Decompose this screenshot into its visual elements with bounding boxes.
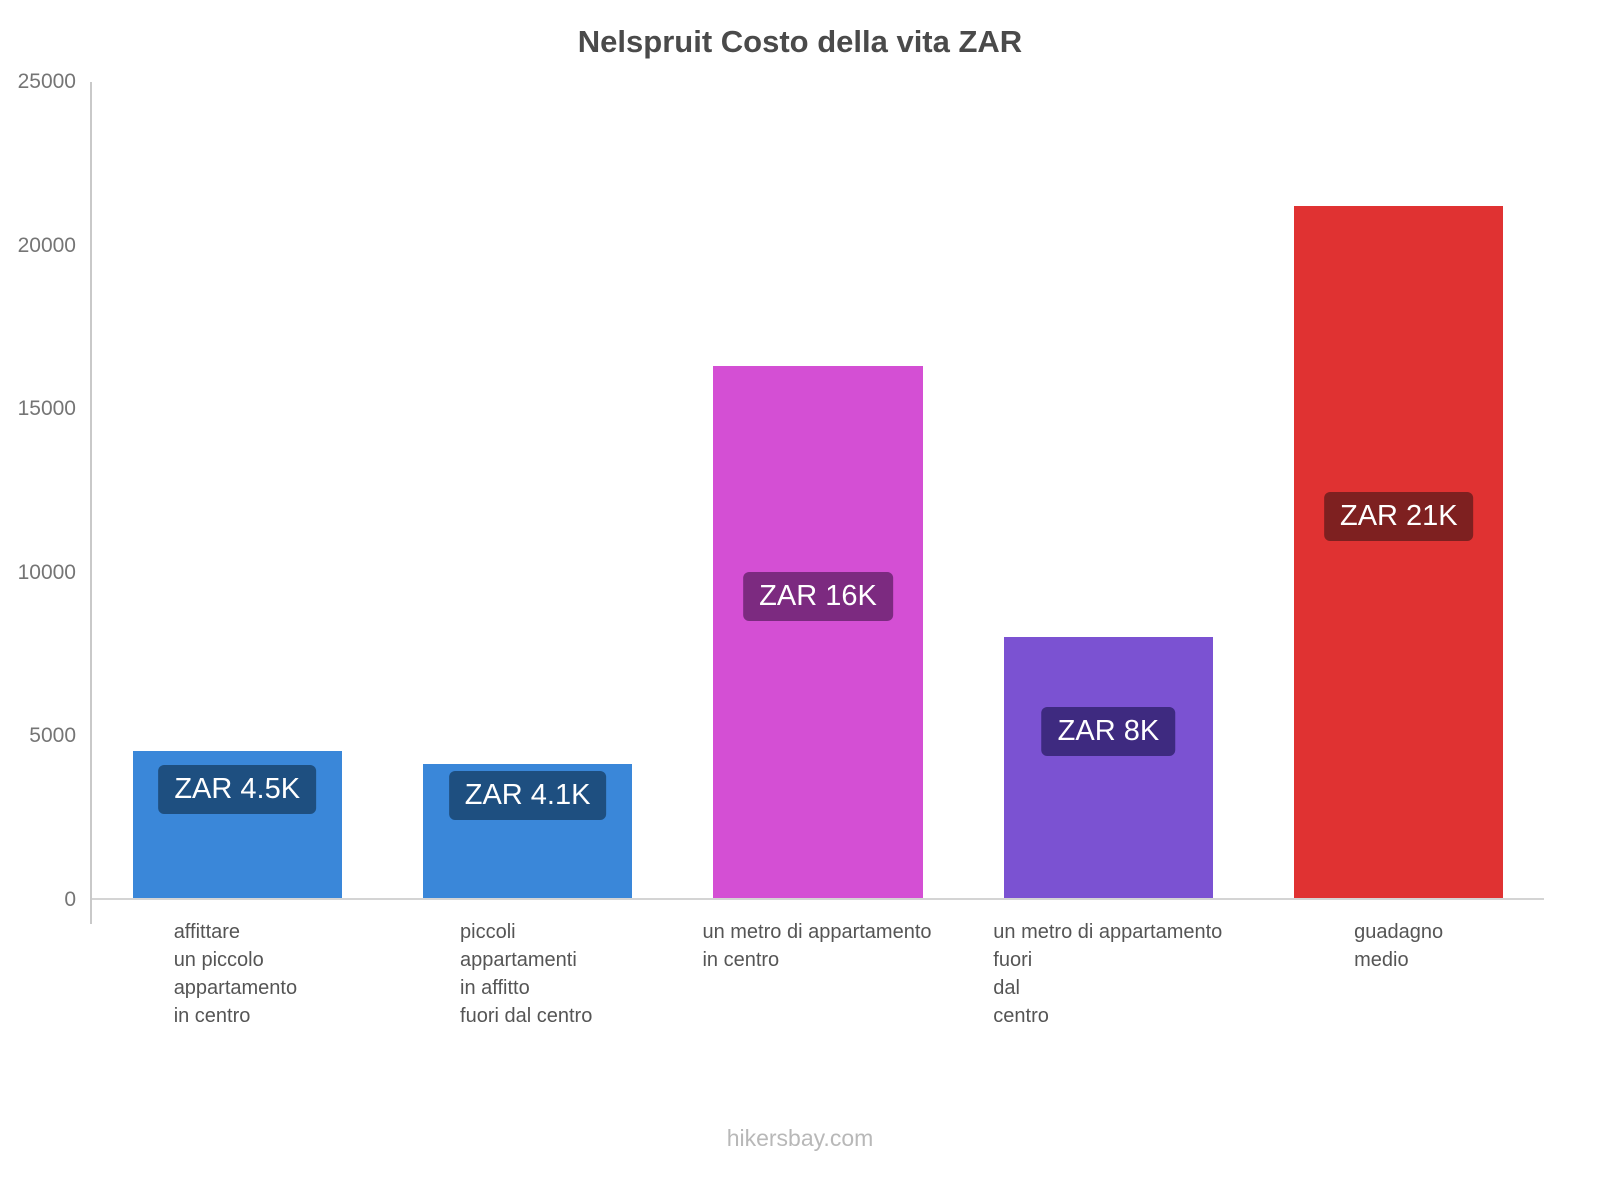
category-slot: affittare un piccolo appartamento in centro: [90, 918, 381, 1030]
bar-slot: ZAR 8K: [963, 82, 1253, 898]
x-axis-labels: affittare un piccolo appartamento in centro…: [90, 918, 1544, 1030]
y-axis: 0 5000 10000 15000 20000 25000: [0, 70, 82, 911]
category-label: affittare un piccolo appartamento in centro: [173, 921, 298, 1027]
category-label: guadagno medio: [1354, 921, 1444, 971]
value-label: ZAR 4.5K: [158, 764, 317, 814]
value-label: ZAR 16K: [743, 571, 893, 621]
bar-3: ZAR 16K: [713, 365, 923, 898]
bar-1: ZAR 4.5K: [132, 751, 342, 898]
bar-slot: ZAR 4.1K: [382, 82, 672, 898]
y-tick-label: 5000: [29, 724, 76, 748]
chart-title: Nelspruit Costo della vita ZAR: [577, 24, 1023, 59]
y-tick-label: 10000: [17, 560, 76, 584]
value-label: ZAR 8K: [1041, 707, 1176, 757]
category-label: un metro di appartamento in centro: [702, 921, 932, 971]
bar-5: ZAR 21K: [1294, 206, 1504, 898]
value-label: ZAR 21K: [1323, 492, 1474, 542]
bar-slot: ZAR 21K: [1254, 82, 1544, 898]
plot-area: ZAR 4.5K ZAR 4.1K ZAR 16K ZAR 8K ZAR 21K: [90, 82, 1544, 924]
value-label: ZAR 4.1K: [448, 771, 607, 821]
chart-area: 0 5000 10000 15000 20000 25000 ZAR 4.5K ZAR 4.…: [0, 70, 1600, 924]
bar-4: ZAR 8K: [1003, 636, 1213, 898]
bar-slot: ZAR 4.5K: [92, 82, 382, 898]
category-label: piccoli appartamenti in affitto fuori dal c…: [460, 921, 593, 1027]
y-tick-label: 15000: [17, 397, 76, 421]
category-slot: piccoli appartamenti in affitto fuori dal c…: [381, 918, 672, 1030]
watermark: hikersbay.com: [726, 1125, 874, 1151]
bar-2: ZAR 4.1K: [423, 764, 633, 898]
category-slot: guadagno medio: [1253, 918, 1544, 1030]
category-slot: un metro di appartamento in centro: [672, 918, 963, 1030]
category-slot: un metro di appartamento fuori dal centro: [962, 918, 1253, 1030]
y-tick-label: 0: [64, 888, 76, 911]
y-tick-label: 20000: [17, 233, 76, 257]
category-label: un metro di appartamento fuori dal centro: [993, 921, 1223, 1027]
y-tick-label: 25000: [17, 70, 76, 93]
bar-slot: ZAR 16K: [673, 82, 963, 898]
